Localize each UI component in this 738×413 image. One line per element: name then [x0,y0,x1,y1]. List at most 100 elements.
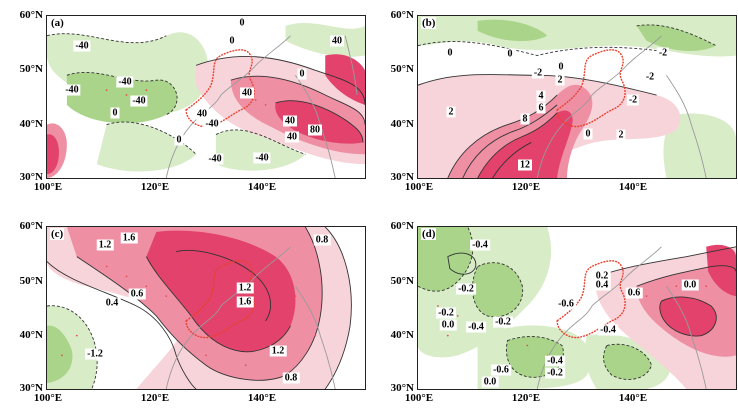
lat-label: 40°N [19,329,43,341]
contour-label: -2 [643,71,657,83]
contour-label: 0 [583,128,593,140]
lon-label: 100°E [33,392,63,404]
contour-label: 0.2 [593,270,611,282]
panel-c: (c) 1.6 1.2 0.8 1.2 1.6 0.6 0.4 -1.2 1.2… [46,226,366,390]
contour-label: 0.0 [439,319,457,331]
panel-d: (d) -0.4 -0.2 0.2 0.4 0.0 0.6 -0.2 -0.6 … [417,226,737,390]
panel-label: (d) [421,228,437,240]
contour-label: -0.6 [491,364,511,376]
contour-label: 0.6 [128,288,146,300]
lat-label: 50°N [390,63,414,75]
contour-label: -0.2 [436,307,456,319]
panel-a-map [47,16,365,178]
lon-label: 100°E [404,392,434,404]
contour-label: -0.2 [545,367,565,379]
contour-label: 0.6 [625,287,643,299]
lon-label: 100°E [33,181,63,193]
contour-label: 2 [616,129,626,141]
contour-label: 40 [330,35,344,47]
contour-label: 0 [505,48,515,60]
contour-label: 1.6 [120,232,138,244]
lat-label: 40°N [390,118,414,130]
panel-d-map [418,227,736,389]
contour-label: -40 [203,118,221,130]
contour-label: -40 [116,76,134,88]
contour-label: -40 [73,40,91,52]
contour-label: -40 [253,152,271,164]
contour-label: 0.0 [681,279,699,291]
panel-label: (a) [50,17,65,29]
lon-label: 100°E [404,181,434,193]
contour-label: 40 [240,87,254,99]
contour-label: 1.2 [236,282,254,294]
lon-label: 140°E [247,181,277,193]
lat-label: 30°N [19,382,43,394]
contour-label: -0.4 [466,321,486,333]
contour-label: -2 [656,47,670,59]
contour-label: 0.8 [313,234,331,246]
contour-label: 40 [285,131,299,143]
contour-label: 0 [237,17,247,29]
contour-label: -40 [206,153,224,165]
significance-stipple [436,285,708,357]
contour-label: 2 [555,74,565,86]
lat-label: 60°N [390,9,414,21]
lon-label: 120°E [511,392,541,404]
contour-label: 8 [520,113,530,125]
contour-label: 0.4 [593,279,611,291]
contour-label: 0.4 [103,297,121,309]
contour-label: 80 [308,124,322,136]
contour-label: -40 [130,95,148,107]
contour-label: -40 [63,84,81,96]
contour-label: 0 [227,35,237,47]
lat-label: 60°N [19,9,43,21]
contour-label: -0.2 [456,283,476,295]
lon-label: 140°E [618,392,648,404]
contour-label: 0.0 [481,376,499,388]
panel-b: (b) 0 0 0 -2 -2 -2 2 -2 4 6 2 8 0 2 12 [417,15,737,179]
contour-label: 2 [446,106,456,118]
lat-label: 30°N [390,382,414,394]
lat-label: 40°N [19,118,43,130]
lon-label: 140°E [618,181,648,193]
panel-b-map [418,16,736,178]
lat-label: 50°N [19,63,43,75]
lat-label: 60°N [19,220,43,232]
contour-label: 1.2 [269,345,287,357]
contour-label: 0 [556,61,566,73]
contour-label: -0.4 [470,239,490,251]
lat-label: 60°N [390,220,414,232]
panel-label: (b) [421,17,437,29]
contour-label: 40 [283,115,297,127]
lat-label: 40°N [390,329,414,341]
contour-label: 0 [174,134,184,146]
lon-label: 140°E [247,392,277,404]
panel-a: (a) 0 0 40 -40 -40 -40 -40 0 40 0 40 -40… [46,15,366,179]
lat-label: 30°N [390,171,414,183]
contour-label: -0.4 [545,355,565,367]
contour-label: -1.2 [85,348,105,360]
lon-label: 120°E [140,392,170,404]
lat-label: 50°N [19,275,43,287]
contour-label: 1.2 [96,239,114,251]
panel-c-map [47,227,365,389]
panel-label: (c) [50,228,65,240]
contour-label: -0.4 [598,324,618,336]
contour-label: 6 [536,102,546,114]
lat-label: 30°N [19,171,43,183]
contour-label: 0 [445,47,455,59]
lon-label: 120°E [511,181,541,193]
contour-label: -2 [626,94,640,106]
contour-label: -0.2 [493,316,513,328]
lat-label: 50°N [390,275,414,287]
contour-label: 4 [536,90,546,102]
contour-label: -0.6 [556,298,576,310]
contour-label: 40 [195,108,209,120]
lon-label: 120°E [140,181,170,193]
contour-label: 12 [518,159,532,171]
contour-label: 1.6 [236,296,254,308]
contour-label: 0 [297,68,307,80]
contour-label: -2 [531,67,545,79]
contour-label: 0 [110,107,120,119]
contour-label: 0.8 [282,372,300,384]
